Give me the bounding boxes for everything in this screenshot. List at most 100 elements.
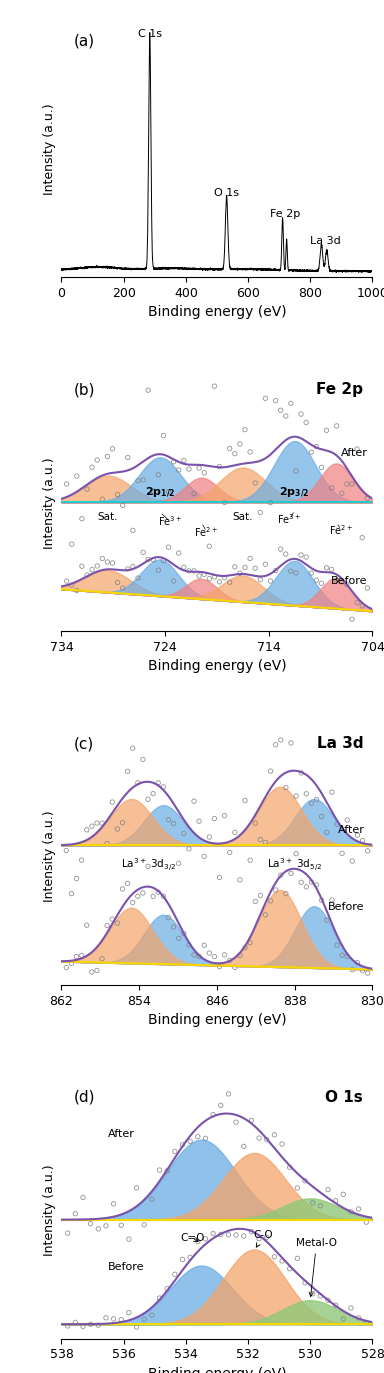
Point	[257, 501, 263, 523]
Point	[114, 818, 121, 840]
Point	[262, 832, 268, 854]
Point	[211, 946, 217, 968]
Point	[211, 566, 217, 588]
Point	[155, 559, 161, 581]
Point	[354, 438, 360, 460]
Point	[344, 472, 350, 494]
Point	[288, 862, 294, 884]
Point	[150, 886, 156, 908]
Point	[273, 390, 279, 412]
Text: (a): (a)	[74, 33, 95, 48]
Point	[130, 737, 136, 759]
Point	[118, 1308, 124, 1330]
Point	[237, 945, 243, 967]
Point	[210, 1104, 216, 1126]
Text: Before: Before	[328, 902, 365, 912]
Point	[262, 903, 268, 925]
Point	[175, 459, 182, 481]
Point	[104, 551, 111, 573]
Point	[233, 1111, 239, 1133]
Point	[84, 564, 90, 586]
Point	[325, 1289, 331, 1311]
Point	[283, 883, 289, 905]
Point	[317, 1285, 323, 1307]
Point	[79, 849, 85, 870]
Point	[286, 1258, 293, 1280]
Point	[72, 1311, 78, 1333]
Point	[95, 1218, 101, 1240]
Point	[119, 494, 126, 516]
Point	[302, 1271, 308, 1293]
Text: Fe$^{3+}$: Fe$^{3+}$	[277, 512, 302, 526]
Point	[339, 843, 345, 865]
Point	[279, 1249, 285, 1271]
Point	[63, 570, 70, 592]
Text: After: After	[338, 825, 365, 835]
Point	[262, 387, 268, 409]
Point	[339, 571, 345, 593]
Point	[111, 1193, 117, 1215]
Point	[201, 563, 207, 585]
Point	[359, 527, 365, 549]
Point	[195, 1230, 201, 1252]
Point	[329, 559, 335, 581]
Point	[109, 438, 116, 460]
Point	[324, 909, 330, 931]
Point	[69, 533, 75, 555]
Point	[69, 574, 75, 596]
X-axis label: Binding energy (eV): Binding energy (eV)	[147, 659, 286, 673]
Point	[324, 821, 330, 843]
Point	[363, 1211, 369, 1233]
Point	[252, 557, 258, 579]
Point	[166, 906, 172, 928]
Point	[114, 483, 121, 505]
Point	[94, 960, 100, 982]
Text: La 3d: La 3d	[316, 736, 363, 751]
Point	[196, 457, 202, 479]
Point	[267, 570, 273, 592]
Point	[186, 459, 192, 481]
Point	[252, 891, 258, 913]
Point	[145, 548, 151, 570]
Point	[303, 783, 310, 805]
Point	[262, 553, 268, 575]
Point	[298, 762, 304, 784]
Point	[155, 881, 161, 903]
Point	[241, 1135, 247, 1157]
Point	[298, 404, 304, 426]
Point	[125, 446, 131, 468]
Point	[340, 1308, 346, 1330]
Point	[222, 492, 228, 514]
Point	[344, 946, 350, 968]
Point	[313, 788, 319, 810]
Point	[119, 811, 126, 833]
Text: Before: Before	[331, 577, 367, 586]
Point	[164, 1277, 170, 1299]
Point	[73, 946, 79, 968]
Point	[363, 1311, 369, 1333]
Point	[232, 957, 238, 979]
Point	[166, 537, 172, 559]
Point	[135, 772, 141, 794]
Point	[149, 1304, 155, 1326]
Point	[186, 934, 192, 956]
Point	[191, 560, 197, 582]
Point	[303, 412, 309, 434]
Text: Fe 2p: Fe 2p	[316, 382, 363, 397]
Point	[257, 884, 263, 906]
Point	[65, 1222, 71, 1244]
Point	[170, 813, 177, 835]
Point	[248, 1221, 255, 1243]
Point	[99, 489, 105, 511]
Point	[278, 864, 284, 886]
Point	[211, 807, 217, 829]
Point	[293, 562, 299, 584]
Point	[354, 592, 360, 614]
Point	[271, 1124, 278, 1146]
Point	[334, 934, 340, 956]
Point	[227, 949, 233, 971]
Point	[310, 1282, 316, 1304]
Point	[99, 811, 105, 833]
Point	[179, 1134, 185, 1156]
Text: Fe$^{3+}$: Fe$^{3+}$	[158, 514, 182, 529]
